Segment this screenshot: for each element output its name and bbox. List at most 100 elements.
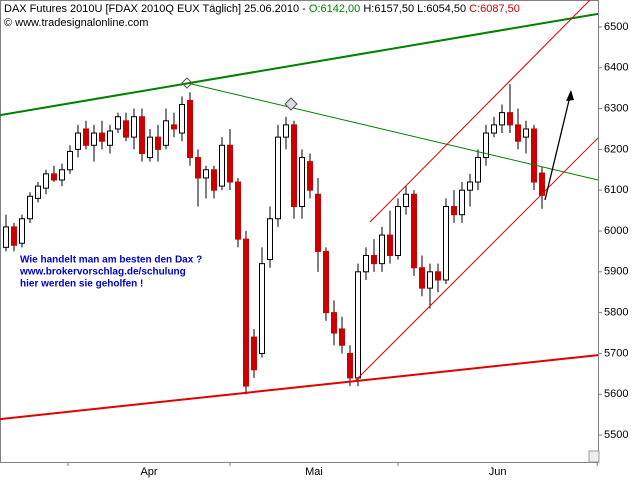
subtitle: © www.tradesignalonline.com	[4, 17, 148, 29]
candle-body	[83, 128, 89, 146]
candle-body	[219, 144, 225, 187]
candle-body	[451, 206, 457, 216]
y-tick-label: 5700	[604, 347, 628, 359]
candle-body	[371, 254, 377, 265]
candle-body	[531, 128, 537, 183]
trend-line	[0, 12, 599, 117]
candle-body	[467, 181, 473, 191]
title-part: H:6157,50 L:6054,50	[360, 3, 469, 15]
candle-body	[211, 169, 217, 191]
candle-body	[427, 271, 433, 289]
trend-line	[186, 82, 599, 181]
candle-body	[411, 193, 417, 269]
candle-body	[475, 157, 481, 183]
candle-body	[131, 116, 137, 138]
candle-body	[499, 112, 505, 126]
title-part: DAX Futures 2010U [FDAX 2010Q EUX Täglic…	[4, 3, 309, 15]
candle-body	[99, 132, 105, 142]
y-tick-label: 5500	[604, 429, 628, 441]
forecast-arrow	[544, 91, 572, 201]
candle-body	[507, 112, 513, 126]
candle-body	[3, 226, 9, 248]
annotation: hier werden sie geholfen !	[20, 279, 143, 290]
scroll-button[interactable]	[588, 450, 600, 463]
candle-body	[115, 116, 121, 130]
candle-body	[19, 218, 25, 244]
candle-body	[227, 144, 233, 183]
candle-body	[363, 254, 369, 273]
candle-body	[483, 132, 489, 159]
x-tick-label: Mai	[305, 466, 323, 478]
trend-line	[354, 137, 599, 382]
candle-body	[355, 271, 361, 379]
x-tick-label: Apr	[140, 466, 157, 478]
candle-body	[315, 193, 321, 252]
candle-body	[459, 189, 465, 216]
candle-body	[299, 157, 305, 208]
annotation: Wie handelt man am besten den Dax ?	[20, 255, 202, 266]
chart-title: DAX Futures 2010U [FDAX 2010Q EUX Täglic…	[4, 3, 520, 15]
candle-body	[323, 250, 329, 314]
candle-body	[27, 195, 33, 220]
arrow-head	[566, 90, 574, 101]
title-part: C:6087,50	[469, 3, 520, 15]
candle-body	[67, 150, 73, 171]
candle-body	[435, 271, 441, 281]
candle-body	[379, 234, 385, 265]
candle-body	[75, 132, 81, 150]
candle-body	[147, 136, 153, 159]
candle-body	[179, 103, 185, 134]
plot-area	[0, 0, 599, 421]
candle-body	[171, 124, 177, 130]
candle-body	[259, 263, 265, 354]
candle-body	[307, 161, 313, 191]
candle-body	[11, 226, 17, 246]
candle-body	[403, 193, 409, 208]
candle-body	[51, 173, 57, 181]
y-tick-label: 6300	[604, 102, 628, 114]
y-tick-label: 6500	[604, 21, 628, 33]
y-tick-label: 6200	[604, 143, 628, 155]
x-tick-label: Jun	[489, 466, 507, 478]
candle-body	[291, 124, 297, 208]
trend-line	[369, 0, 591, 223]
candle-body	[387, 234, 393, 256]
candle-body	[35, 185, 41, 199]
candle-body	[339, 328, 345, 346]
y-tick-label: 5800	[604, 307, 628, 319]
candle-body	[59, 169, 65, 181]
candle-body	[235, 181, 241, 240]
candle-body	[107, 130, 113, 146]
candle-body	[491, 124, 497, 134]
candle-body	[395, 206, 401, 256]
y-tick-label: 5900	[604, 266, 628, 278]
candle-body	[347, 352, 353, 379]
candle-body	[267, 218, 273, 261]
candle-body	[123, 120, 129, 138]
candle-body	[275, 136, 281, 220]
trend-line	[0, 354, 599, 421]
pivot-marker	[284, 97, 298, 111]
candle-body	[419, 267, 425, 289]
candle-body	[523, 128, 529, 138]
y-tick-label: 6100	[604, 184, 628, 196]
candle-body	[91, 132, 97, 146]
title-part: O:6142,00	[309, 3, 360, 15]
y-tick-label: 6400	[604, 62, 628, 74]
candle-body	[163, 120, 169, 146]
candle-body	[243, 238, 249, 387]
annotation: www.brokervorschlag.de/schulung	[19, 267, 186, 278]
pivot-marker	[181, 77, 193, 89]
y-tick-label: 6000	[604, 225, 628, 237]
y-tick-label: 5600	[604, 388, 628, 400]
candle-body	[195, 157, 201, 179]
candle-body	[331, 312, 337, 334]
candle-body	[283, 124, 289, 138]
candle-body	[139, 116, 145, 154]
candle-body	[251, 336, 257, 371]
candle-body	[515, 124, 521, 142]
candle-body	[203, 169, 209, 179]
candle-body	[539, 172, 545, 196]
candle-body	[443, 206, 449, 281]
